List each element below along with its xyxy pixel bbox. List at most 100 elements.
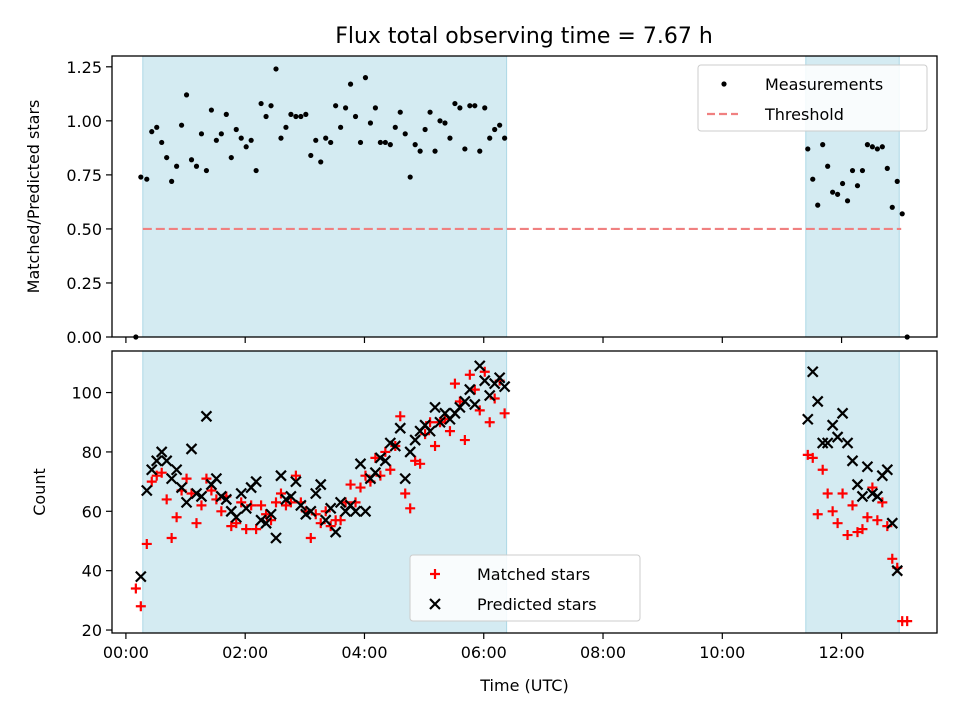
measurement-point [323,135,329,141]
measurement-point [442,120,448,126]
measurement-point [894,178,900,184]
y-tick-label: 0.75 [66,166,102,185]
y-axis-label: Matched/Predicted stars [24,100,43,294]
measurement-point [367,120,374,126]
measurement-point [238,135,244,141]
measurement-point [377,139,383,146]
legend-plus-icon [430,569,440,579]
y-tick-label: 0.25 [66,274,102,293]
matched-star-point [201,473,212,484]
matched-star-point [385,464,396,475]
legend-label: Measurements [765,75,883,94]
measurement-point [258,100,264,107]
measurement-point [328,139,334,146]
measurement-point [492,126,498,133]
matched-star-point [499,408,510,419]
measurement-point [178,122,185,128]
measurement-point [174,163,180,169]
x-tick-label: 02:00 [222,643,268,662]
y-tick-label: 1.00 [66,112,102,131]
matched-star-point [484,417,495,428]
axes-frame [111,350,938,634]
predicted-star-point [881,463,894,476]
matched-star-point [216,506,227,517]
legend-label: Matched stars [477,565,590,584]
axes-frame [111,55,938,338]
predicted-star-point [389,440,402,452]
measurement-point [372,105,379,111]
matched-star-point [161,494,172,505]
measurement-point [382,139,388,146]
predicted-star-point [349,505,362,518]
matched-star-point [474,405,485,416]
predicted-star-point [265,508,277,521]
measurement-point [899,211,905,217]
predicted-star-point [424,425,436,437]
measurement-point [298,113,304,120]
y-tick-label: 40 [82,562,102,581]
predicted-star-point [250,475,262,488]
matched-star-point [156,467,167,478]
matched-star-point [275,488,286,499]
matched-star-point [271,497,282,508]
matched-star-point [256,500,267,511]
measurement-point [362,75,369,81]
predicted-star-point [409,434,421,446]
predicted-star-point [165,472,178,485]
matched-star-point [877,497,888,508]
measurement-point [835,191,841,197]
matched-star-point [832,518,843,529]
matched-star-point [449,378,460,389]
predicted-star-point [295,499,307,512]
y-tick-label: 100 [71,384,102,403]
matched-star-point [847,500,858,511]
predicted-star-point [861,460,874,473]
matched-star-point [345,479,356,490]
matched-star-point [335,515,346,526]
predicted-star-point [305,505,317,518]
measurement-point [347,81,354,87]
matched-star-point [231,518,242,529]
predicted-star-point [324,502,337,515]
x-tick-label: 10:00 [699,643,745,662]
measurement-point [417,148,423,154]
observing-window [805,350,900,634]
observing-window [142,55,508,338]
measurement-point [208,107,214,113]
measurement-point [154,124,160,130]
predicted-star-point [886,517,899,529]
predicted-star-point [309,487,322,500]
measurement-point [447,135,453,141]
measurement-point [303,111,309,117]
matched-star-point [305,533,316,544]
measurement-point [457,105,463,111]
measurement-point [283,124,289,130]
measurement-point [228,154,234,161]
measurement-point [248,137,254,143]
measurement-point [432,148,438,154]
predicted-star-point [319,514,332,526]
matched-star-point [261,509,272,520]
matched-star-point [395,411,406,422]
matched-star-point [355,482,366,493]
matched-star-point [867,482,878,493]
predicted-star-point [464,383,476,396]
measurement-point [844,198,851,204]
matched-star-point [454,396,465,407]
predicted-star-point [180,496,193,509]
predicted-star-point [150,455,163,467]
measurement-point [407,174,413,180]
measurement-point [213,137,219,143]
measurement-point [497,122,503,128]
predicted-star-point [473,360,486,372]
predicted-star-point [802,413,814,426]
matched-star-point [459,435,470,446]
matched-star-point [166,533,177,544]
measurement-point [352,113,359,120]
measurement-point [879,144,885,150]
predicted-star-point [275,469,287,482]
measurement-point [138,174,144,180]
predicted-star-point [806,366,819,378]
measurement-point [805,146,811,152]
predicted-star-point [170,463,183,476]
